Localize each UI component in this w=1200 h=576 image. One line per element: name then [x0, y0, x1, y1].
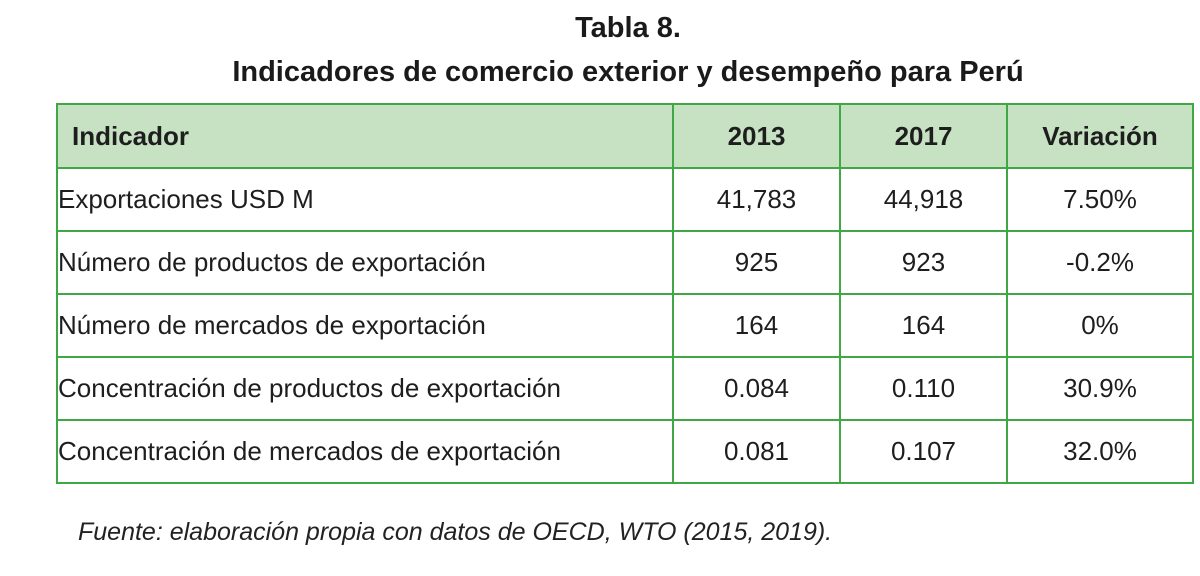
- row-label: Número de mercados de exportación: [56, 293, 674, 358]
- table-row: Concentración de mercados de exportación…: [56, 419, 1194, 484]
- header-indicador: Indicador: [56, 103, 674, 169]
- table-caption: Indicadores de comercio exterior y desem…: [232, 56, 1024, 88]
- value-2013: 41,783: [672, 167, 841, 232]
- row-label: Concentración de productos de exportació…: [56, 356, 674, 421]
- value-2013: 0.081: [672, 419, 841, 484]
- source-note: Fuente: elaboración propia con datos de …: [78, 518, 833, 546]
- header-2017: 2017: [839, 103, 1008, 169]
- value-2017: 0.107: [839, 419, 1008, 484]
- value-2017: 164: [839, 293, 1008, 358]
- value-variacion: 7.50%: [1006, 167, 1194, 232]
- table-row: Número de productos de exportación 925 9…: [56, 230, 1194, 295]
- table-row: Concentración de productos de exportació…: [56, 356, 1194, 421]
- value-2017: 0.110: [839, 356, 1008, 421]
- row-label: Concentración de mercados de exportación: [56, 419, 674, 484]
- value-2017: 923: [839, 230, 1008, 295]
- header-variacion: Variación: [1006, 103, 1194, 169]
- table-row: Número de mercados de exportación 164 16…: [56, 293, 1194, 358]
- table-row: Exportaciones USD M 41,783 44,918 7.50%: [56, 167, 1194, 232]
- value-variacion: 0%: [1006, 293, 1194, 358]
- row-label: Número de productos de exportación: [56, 230, 674, 295]
- value-variacion: -0.2%: [1006, 230, 1194, 295]
- value-2013: 925: [672, 230, 841, 295]
- table-number: Tabla 8.: [575, 12, 681, 44]
- table-header-row: Indicador 2013 2017 Variación: [56, 103, 1194, 169]
- value-variacion: 30.9%: [1006, 356, 1194, 421]
- value-variacion: 32.0%: [1006, 419, 1194, 484]
- header-2013: 2013: [672, 103, 841, 169]
- value-2013: 0.084: [672, 356, 841, 421]
- indicators-table: Indicador 2013 2017 Variación Exportacio…: [56, 103, 1194, 484]
- value-2013: 164: [672, 293, 841, 358]
- row-label: Exportaciones USD M: [56, 167, 674, 232]
- value-2017: 44,918: [839, 167, 1008, 232]
- table-title: Tabla 8. Indicadores de comercio exterio…: [0, 6, 1200, 94]
